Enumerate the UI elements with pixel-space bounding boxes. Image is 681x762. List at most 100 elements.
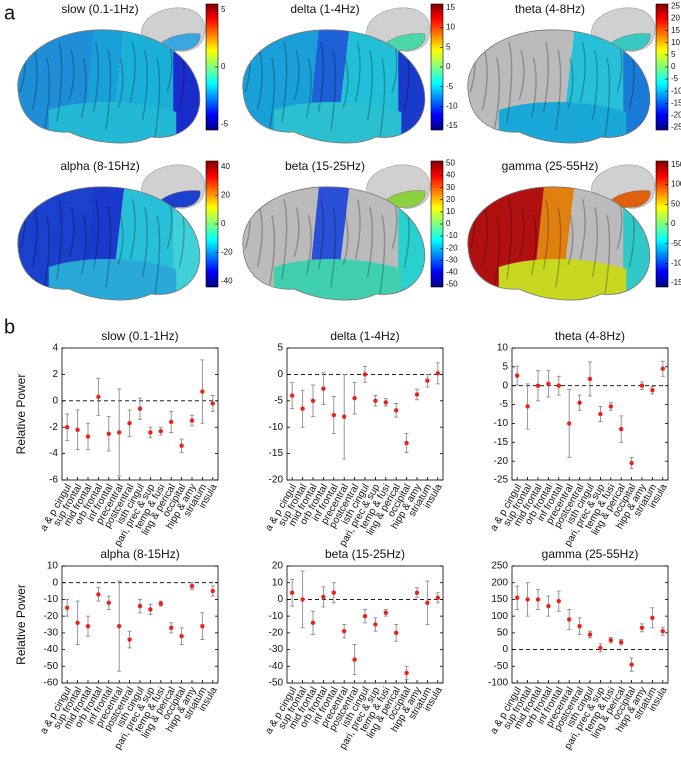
y-tick-label: -20 (269, 475, 284, 486)
colorbar-tick-label: -150 (671, 278, 681, 287)
colorbar-tick-label: 0 (446, 62, 451, 71)
gyrus (80, 57, 87, 119)
gyrus (92, 198, 100, 270)
colorbar-tick-label: -15 (671, 98, 681, 107)
gyrus (518, 49, 525, 101)
y-tick-label: -15 (494, 437, 509, 448)
colorbar-tick-label: 15 (446, 3, 455, 12)
y-tick-label: 5 (277, 343, 283, 354)
y-tick-label: -25 (494, 475, 509, 486)
y-tick-label: 5 (502, 361, 508, 372)
y-tick-label: 10 (47, 561, 59, 572)
region-temporal (273, 102, 402, 144)
plot-frame (511, 565, 669, 684)
mean-point (210, 588, 215, 594)
mean-point (127, 637, 132, 642)
y-tick-label: -6 (49, 475, 58, 486)
colorbar-tick-label: 30 (446, 183, 455, 192)
y-tick-label: -40 (269, 661, 284, 672)
brain-outline (242, 29, 426, 144)
gyrus (44, 57, 51, 129)
mean-point (639, 625, 645, 631)
brain-title: slow (0.1-1Hz) (61, 2, 138, 16)
mean-point (342, 628, 347, 634)
mean-point (598, 645, 603, 651)
mean-point (425, 378, 430, 383)
brain-title: alpha (8-15Hz) (60, 159, 139, 173)
mean-point (629, 662, 634, 667)
gyrus (129, 41, 136, 103)
mean-point (650, 388, 655, 393)
y-tick-label: 150 (491, 594, 508, 605)
colorbar-tick-label: 0 (671, 62, 676, 71)
colorbar-tick-label: 25 (671, 2, 680, 11)
gyrus (494, 57, 501, 129)
colorbar-tick-label: -20 (671, 111, 681, 120)
y-tick-label: -40 (44, 644, 59, 655)
mean-point (577, 400, 582, 405)
y-tick-label: -5 (499, 399, 508, 410)
y-tick-label: -15 (269, 448, 284, 459)
y-tick-label: -20 (44, 611, 59, 622)
colorbar-tick-label: -30 (446, 255, 458, 264)
mean-point (660, 628, 665, 634)
gyrus (154, 57, 161, 139)
gyrus (117, 214, 124, 266)
y-tick-label: -50 (269, 678, 284, 689)
mean-point (117, 623, 122, 629)
mean-point (608, 404, 613, 409)
mean-point (85, 623, 91, 629)
mean-point (300, 597, 305, 602)
colorbar-tick-label: 5 (671, 50, 676, 59)
mean-point (373, 398, 378, 403)
mean-point (210, 401, 215, 406)
gyrus (506, 41, 513, 123)
y-tick-label: -30 (269, 644, 284, 655)
y-tick-label: -50 (44, 661, 59, 672)
gyrus (494, 214, 501, 286)
colorbar-tick-label: -15 (446, 121, 458, 130)
colorbar-tick-label: -5 (671, 74, 679, 83)
mean-point (567, 421, 572, 426)
mean-point (435, 595, 440, 600)
mean-point (587, 376, 593, 382)
lateral-brain (242, 186, 426, 301)
gyrus (481, 206, 488, 268)
gyrus (354, 198, 361, 260)
mean-point (383, 400, 388, 405)
mean-point (362, 613, 368, 619)
gyrus (542, 41, 550, 113)
mean-point (435, 371, 440, 376)
mean-point (587, 632, 593, 637)
colorbar-tick-label: -25 (671, 123, 681, 132)
mean-point (169, 419, 174, 425)
mean-point (383, 610, 388, 615)
colorbar-tick-label: -50 (671, 239, 681, 248)
mean-point (65, 425, 70, 430)
colorbar-tick-label: 10 (446, 23, 455, 32)
colorbar-tick-label: 10 (446, 207, 455, 216)
colorbar-tick-label: -10 (446, 231, 458, 240)
gyrus (293, 49, 300, 101)
gyrus (567, 214, 574, 266)
y-tick-label: 10 (497, 343, 509, 354)
gyrus (80, 214, 87, 276)
colorbar-tick-label: 10 (671, 38, 680, 47)
gyrus (342, 57, 349, 109)
chart-title: gamma (25-55Hz) (542, 547, 639, 561)
y-tick-label: -20 (269, 627, 284, 638)
y-tick-label: -10 (269, 611, 284, 622)
y-tick-label: -100 (488, 678, 508, 689)
colorbar-tick-label: 20 (221, 190, 230, 199)
plot-frame (286, 565, 444, 684)
brain-title: theta (4-8Hz) (515, 2, 585, 16)
mean-point (394, 630, 399, 636)
gyrus (305, 57, 312, 119)
gyrus (56, 198, 63, 280)
gyrus (604, 214, 611, 296)
mean-point (137, 406, 143, 411)
mean-point (75, 620, 80, 626)
chart-title: slow (0.1-1Hz) (101, 329, 178, 343)
gyrus (542, 198, 550, 270)
gyrus (481, 49, 488, 111)
